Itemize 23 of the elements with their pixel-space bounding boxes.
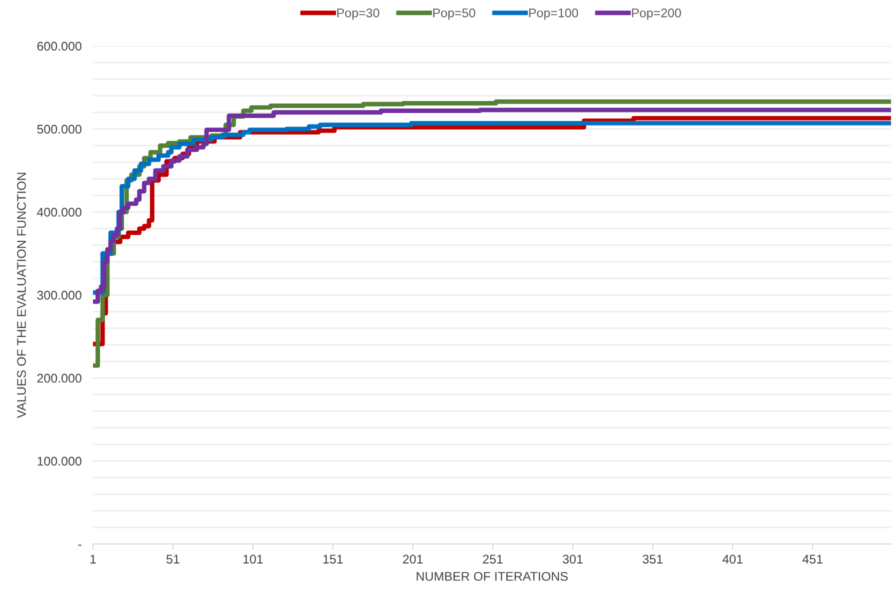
x-tick-label: 101 <box>243 554 263 564</box>
y-tick-label: 200.000 <box>37 374 82 383</box>
x-tick-label: 201 <box>403 554 423 564</box>
x-tick-label: 151 <box>323 554 343 564</box>
y-tick-label: - <box>78 544 82 546</box>
y-tick-label: 400.000 <box>36 208 82 217</box>
y-tick-label: 100.000 <box>38 456 82 466</box>
x-tick-label: 1 <box>90 554 96 564</box>
x-axis-title: NUMBER OF ITERATIONS <box>416 572 568 581</box>
x-tick-label: 251 <box>483 554 503 564</box>
x-tick-label: 451 <box>802 554 822 564</box>
legend-label: Pop=100 <box>529 8 578 20</box>
y-tick-label: 500.000 <box>37 124 82 134</box>
y-axis-title: VALUES OF THE EVALUATION FUNCTION <box>17 172 26 418</box>
y-tick-label: 600.000 <box>37 42 82 51</box>
x-tick-label: 401 <box>722 554 742 564</box>
x-tick-label: 351 <box>642 554 663 564</box>
legend-label: Pop=50 <box>433 8 476 20</box>
x-tick-label: 301 <box>562 554 583 564</box>
legend-label: Pop=200 <box>632 8 681 20</box>
y-tick-label: 300.000 <box>37 290 82 300</box>
legend-label: Pop=30 <box>337 8 380 20</box>
x-tick-label: 51 <box>166 554 180 564</box>
